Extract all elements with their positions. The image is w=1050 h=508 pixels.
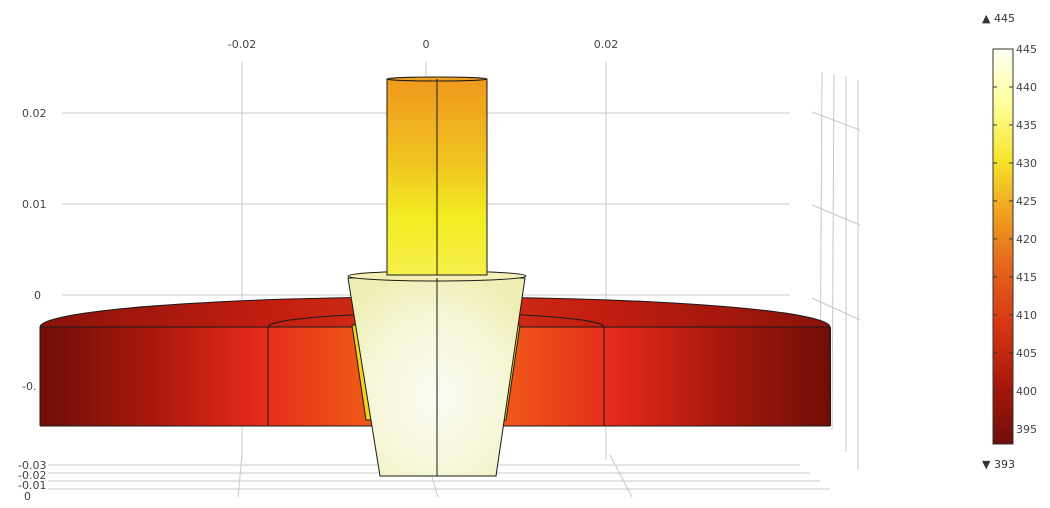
colorbar-tick-label: 440 xyxy=(1016,81,1037,94)
colorbar-tick-label: 400 xyxy=(1016,385,1037,398)
colorbar-tick-label: 435 xyxy=(1016,119,1037,132)
y-tick-label: 0.02 xyxy=(22,107,47,120)
shaft[interactable] xyxy=(386,76,488,276)
colorbar-min-label: ▼ 393 xyxy=(982,458,1015,471)
color-legend: ▲ 445 445440435430425420415410405400395 … xyxy=(982,12,1037,471)
colorbar-tick-label: 430 xyxy=(1016,157,1037,170)
colorbar-gradient xyxy=(992,48,1014,445)
colorbar-max-label: ▲ 445 xyxy=(982,12,1015,25)
y-tick-label: 0 xyxy=(24,490,31,503)
y-axis-labels: 0.02 0.01 0 -0. -0.03 -0.02 -0.01 0 xyxy=(18,107,47,503)
colorbar-tick-label: 395 xyxy=(1016,423,1037,436)
y-tick-label: 0.01 xyxy=(22,198,47,211)
y-tick-label: -0.03 xyxy=(18,459,46,472)
y-tick-label: -0.02 xyxy=(18,469,46,482)
colorbar-tick-label: 425 xyxy=(1016,195,1037,208)
colorbar-tick-label: 405 xyxy=(1016,347,1037,360)
x-tick-label: -0.02 xyxy=(228,38,256,51)
y-tick-label: -0.01 xyxy=(18,479,46,492)
y-tick-label: 0 xyxy=(34,289,41,302)
colorbar-tick-label: 420 xyxy=(1016,233,1037,246)
colorbar-ticks: 445 440 435 430 425 420 415 410 405 400 395 xyxy=(993,43,1037,436)
tapered-plug[interactable] xyxy=(347,270,527,477)
x-tick-label: 0 xyxy=(423,38,430,51)
colorbar-tick-label: 445 xyxy=(1016,43,1037,56)
y-tick-label: -0. xyxy=(22,380,36,393)
x-tick-label: 0.02 xyxy=(594,38,619,51)
colorbar-tick-label: 415 xyxy=(1016,271,1037,284)
x-axis-labels: -0.02 0 0.02 xyxy=(228,38,618,51)
colorbar-tick-label: 410 xyxy=(1016,309,1037,322)
